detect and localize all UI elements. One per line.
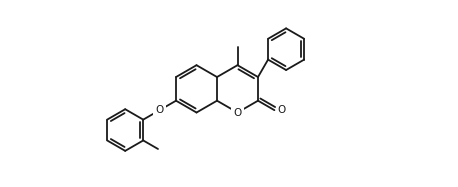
Text: O: O [156,105,164,115]
Text: O: O [278,105,286,115]
Text: O: O [234,108,242,117]
